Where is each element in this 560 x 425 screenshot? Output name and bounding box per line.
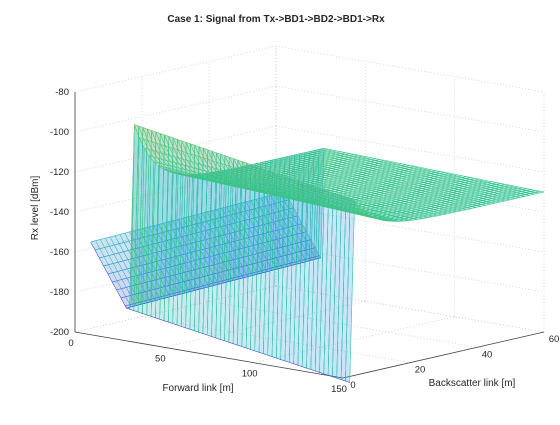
surface-mesh-line [221,162,481,276]
surface-mesh-line [260,153,520,265]
surface-mesh-line [240,157,501,270]
z-tick-label: -80 [55,87,69,98]
surface-mesh-line [90,241,350,383]
z-tick-label: -200 [50,327,69,338]
surface-mesh-line [153,174,413,293]
surface-mesh-line [336,189,532,379]
surface-mesh-line [216,163,477,277]
surface-mesh-line [168,172,428,289]
surface-mesh-line [274,150,535,261]
surface-mesh-line [134,172,394,298]
surface-mesh-line [345,190,540,382]
surface-mesh-line [197,167,457,282]
surface-mesh-line [236,158,496,272]
surface-mesh-line [206,165,467,279]
y-tick-label: 20 [415,365,426,376]
wall-grid-line [74,45,277,93]
surface-mesh-line [231,160,491,273]
surface-mesh-line [250,155,511,268]
surface-mesh-line [95,124,355,307]
surface-mesh-line [104,147,365,305]
chart-title: Case 1: Signal from Tx->BD1->BD2->BD1->R… [167,14,385,25]
surface-mesh-line [143,174,404,296]
wall-grid-line [275,205,545,253]
y-tick-label: 60 [549,334,560,345]
axis-line [342,331,545,379]
surface-mesh-line [187,169,447,284]
floor-grid-line [164,300,366,348]
y-tick-label: 0 [350,380,355,391]
z-axis-label: Rx level [dBm] [30,176,41,241]
surface [90,124,545,383]
surface-mesh-line [211,164,472,278]
wall-grid-line [74,285,277,333]
surface-mesh-line [163,173,423,291]
surface-mesh-line [270,151,530,263]
wall-grid-line [275,125,545,173]
z-tick-label: -180 [50,287,69,298]
z-tick-label: -120 [50,167,69,178]
wall-grid-line [275,285,545,333]
surface-mesh-line [265,152,525,264]
z-tick-label: -160 [50,247,69,258]
surface-mesh-line [340,190,536,380]
surface-mesh-line [255,154,515,267]
surface-mesh-line [202,166,462,281]
surface-mesh-line [245,156,506,269]
x-tick-label: 0 [68,338,73,349]
surface-mesh-line [192,168,452,283]
x-tick-label: 150 [331,384,347,395]
wall-grid-line [74,85,277,133]
surface-mesh-line [177,171,438,287]
surface-mesh-line [226,161,486,274]
surface-mesh-line [100,137,360,307]
wall-grid-line [275,85,545,133]
y-axis-label: Backscatter link [m] [429,378,516,389]
surface-mesh-line [114,161,375,303]
floor-grid-line [208,300,478,348]
x-tick-label: 100 [242,369,258,380]
axes-box [74,92,545,379]
wall-grid-line [74,165,277,213]
wall-grid-line [275,45,545,93]
y-tick-label: 40 [482,349,493,360]
x-axis-label: Forward link [m] [162,383,233,394]
floor-grid-line [253,316,455,364]
surface-mesh-line [284,148,545,259]
surface-mesh-line [279,149,540,261]
z-tick-label: -100 [50,127,69,138]
wall-grid-line [275,165,545,213]
z-tick-label: -140 [50,207,69,218]
floor-grid-line [141,316,411,364]
axis-line [74,331,344,379]
x-tick-label: 50 [155,353,166,364]
surface-mesh-line [158,173,418,292]
